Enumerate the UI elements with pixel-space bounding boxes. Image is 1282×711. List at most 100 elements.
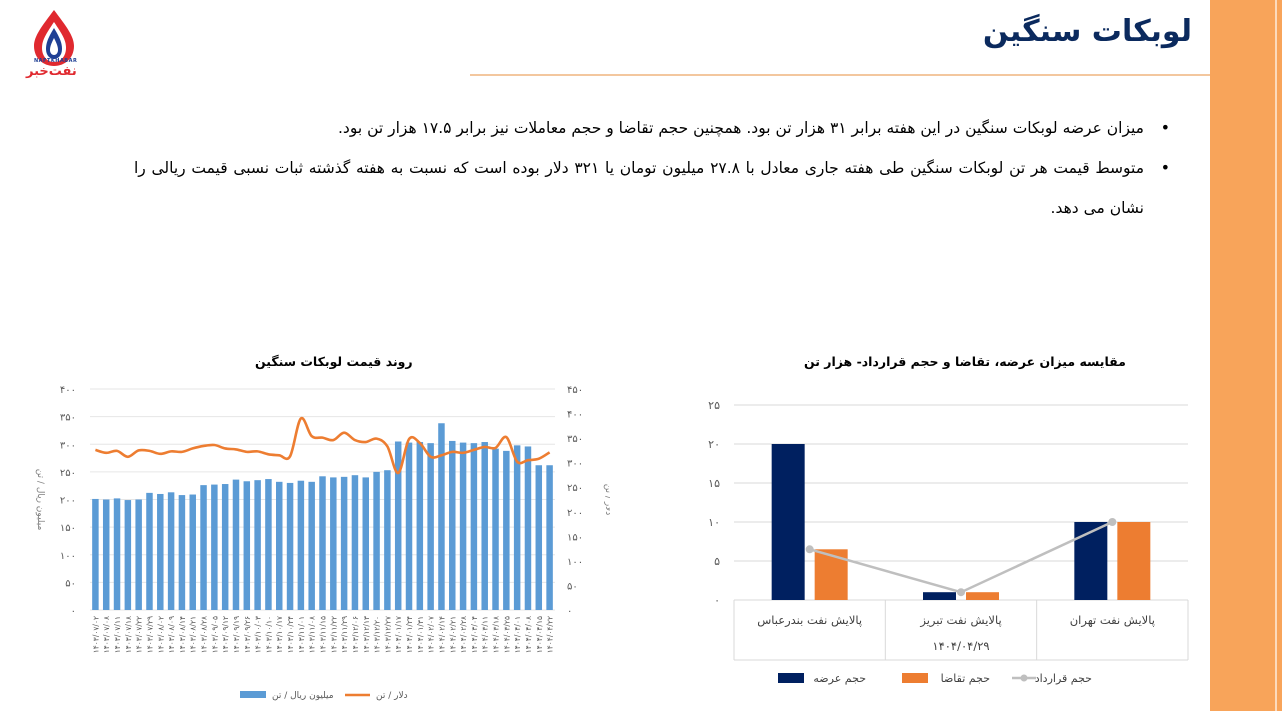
x-tick-label: ۱۴۰۳/۱۰/۲۴ (286, 616, 295, 653)
bar-supply (923, 592, 956, 600)
x-tick-label: ۱۴۰۴/۰۱/۲۴ (405, 616, 414, 653)
x-tick-label: ۱۴۰۴/۰۳/۱۱ (481, 616, 490, 653)
price-bar-rial (286, 482, 294, 610)
x-tick-label: ۱۴۰۳/۰۷/۲۹ (145, 616, 154, 653)
price-bar-rial (513, 445, 521, 610)
y-tick-label: ۱۵ (708, 477, 720, 490)
y-left-tick-label: ۰ (71, 606, 76, 617)
price-bar-rial (297, 480, 305, 610)
price-bar-rial (276, 481, 283, 610)
x-tick-label: ۱۴۰۳/۰۸/۱۴ (178, 616, 187, 653)
price-bar-rial (524, 446, 532, 610)
price-bar-rial (427, 443, 434, 610)
legend-label-usd: دلار / تن (376, 691, 408, 701)
y-left-axis-title: میلیون ریال / تن (35, 469, 45, 531)
y-left-tick-label: ۵۰ (65, 578, 76, 589)
logo-brand-text: نفت‌خبر (26, 64, 77, 79)
price-bar-rial (449, 440, 456, 610)
price-bar-rial (416, 442, 424, 610)
legend-swatch-marker (1020, 674, 1028, 682)
x-tick-label: ۱۴۰۴/۰۲/۲۱ (448, 616, 457, 653)
legend-swatch (902, 673, 928, 683)
y-tick-label: ۰ (714, 594, 720, 607)
price-trend-chart: ۰ ۵۰ ۱۰۰ ۱۵۰ ۲۰۰ ۲۵۰ ۳۰۰ ۳۵۰ ۴۰۰ ۰ ۵۰ ۱۰۰ ۱۵۰ ۲۰۰ ۲۵۰ ۳… (35, 385, 610, 701)
x-tick-label: ۱۴۰۳/۱۱/۲۲ (329, 616, 338, 653)
price-bar-rial (373, 471, 380, 610)
y-left-tick-label: ۲۰۰ (60, 496, 76, 507)
supply-chart-title: مقایسه میزان عرضه، تقاضا و حجم قرارداد- … (804, 354, 1126, 369)
price-bar-rial (211, 484, 218, 610)
price-bar-rial (135, 499, 142, 610)
price-bar-rial (319, 476, 326, 610)
x-tick-label: ۱۴۰۳/۰۹/۱۲ (221, 616, 230, 653)
y-left-tick-label: ۲۵۰ (60, 468, 76, 479)
x-tick-label: ۱۴۰۳/۰۷/۱۱ (113, 616, 122, 653)
x-tick-label: ۱۴۰۴/۰۱/۳۱ (416, 616, 425, 653)
price-bar-rial (481, 442, 488, 610)
price-line-usd (95, 416, 551, 475)
legend-swatch (778, 673, 804, 683)
legend-label-rial: میلیون ریال / تن (272, 691, 334, 701)
price-bar-rial (265, 479, 272, 610)
x-tick-label: ۱۴۰۳/۱۱/۱۵ (319, 616, 328, 653)
y-right-axis-title: دلار / تن (603, 484, 610, 516)
x-tick-label: ۱۴۰۳/۰۹/۱۹ (232, 616, 241, 653)
price-bar-rial (167, 492, 175, 610)
bar-demand (966, 592, 999, 600)
naftkhabar-logo (22, 8, 86, 86)
price-bar-rial (394, 441, 402, 610)
bar-supply (771, 444, 805, 600)
legend-swatch-rial (240, 691, 266, 698)
price-chart-title: روند قیمت لوبکات سنگین (255, 354, 413, 369)
x-category-label: پالایش نفت بندرعباس (757, 613, 862, 628)
x-tick-label: ۱۴۰۴/۰۲/۱۴ (437, 616, 446, 653)
x-tick-label: ۱۴۰۴/۰۳/۲۵ (502, 616, 511, 653)
price-bar-rial (308, 481, 315, 610)
price-bar-rial (146, 492, 153, 610)
legend-label: حجم عرضه (813, 672, 866, 685)
price-bar-rial (503, 450, 510, 610)
price-bar-rial (113, 498, 121, 610)
contract-line (809, 520, 1113, 594)
price-bar-rial (157, 493, 164, 610)
x-tick-label: ۱۴۰۳/۱۲/۱۳ (362, 616, 371, 653)
contract-point (1108, 518, 1117, 526)
contract-point (805, 545, 814, 554)
legend-label: حجم قرارداد (1035, 672, 1092, 685)
y-right-tick-label: ۱۰۰ (567, 557, 583, 568)
price-bar-rial (459, 442, 467, 610)
page-title: لوبکات سنگین (982, 14, 1192, 49)
price-bar-rial (254, 480, 261, 610)
y-right-tick-label: ۵۰ (567, 581, 578, 592)
price-bar-rial (102, 499, 110, 610)
x-tick-label: ۱۴۰۳/۱۰/۱۰ (264, 616, 273, 653)
y-right-tick-label: ۳۰۰ (567, 459, 583, 470)
x-tick-label: ۱۴۰۳/۰۸/۰۹ (167, 616, 176, 653)
side-accent-bar (1210, 0, 1282, 711)
y-tick-label: ۱۰ (708, 516, 720, 529)
y-tick-label: ۵ (714, 555, 720, 568)
price-bar-rial (232, 479, 240, 610)
x-tick-label: ۱۴۰۴/۰۲/۰۷ (427, 616, 436, 653)
price-bar-rial (124, 500, 132, 610)
price-bar-rial (546, 465, 553, 610)
logo-latin-text: NAFTKHABAR (34, 58, 78, 64)
x-tick-label: ۱۴۰۳/۱۲/۲۷ (383, 616, 392, 653)
y-tick-label: ۲۰ (708, 438, 720, 451)
price-bar-rial (221, 484, 229, 610)
x-tick-label: ۱۴۰۳/۰۷/۱۸ (124, 616, 133, 653)
x-tick-label: ۱۴۰۳/۱۱/۰۸ (308, 616, 317, 653)
x-tick-label: ۱۴۰۳/۱۰/۰۳ (254, 616, 263, 653)
x-tick-label: ۱۴۰۳/۱۰/۱۷ (275, 616, 284, 653)
x-tick-label: ۱۴۰۳/۰۸/۲۱ (189, 616, 198, 653)
x-tick-label: ۱۴۰۳/۱۲/۰۶ (351, 616, 360, 653)
price-bar-rial (535, 465, 543, 610)
y-right-tick-label: ۳۵۰ (567, 434, 583, 445)
price-bar-rial (243, 481, 251, 610)
x-tick-label: ۱۴۰۴/۰۴/۰۸ (524, 616, 533, 653)
y-right-tick-label: ۴۵۰ (567, 385, 583, 396)
legend-label: حجم تقاضا (941, 672, 990, 685)
x-tick-label: ۱۴۰۳/۱۲/۲۰ (373, 616, 382, 653)
y-right-tick-label: ۲۰۰ (567, 508, 583, 519)
x-category-label: پالایش نفت تهران (1070, 613, 1155, 628)
